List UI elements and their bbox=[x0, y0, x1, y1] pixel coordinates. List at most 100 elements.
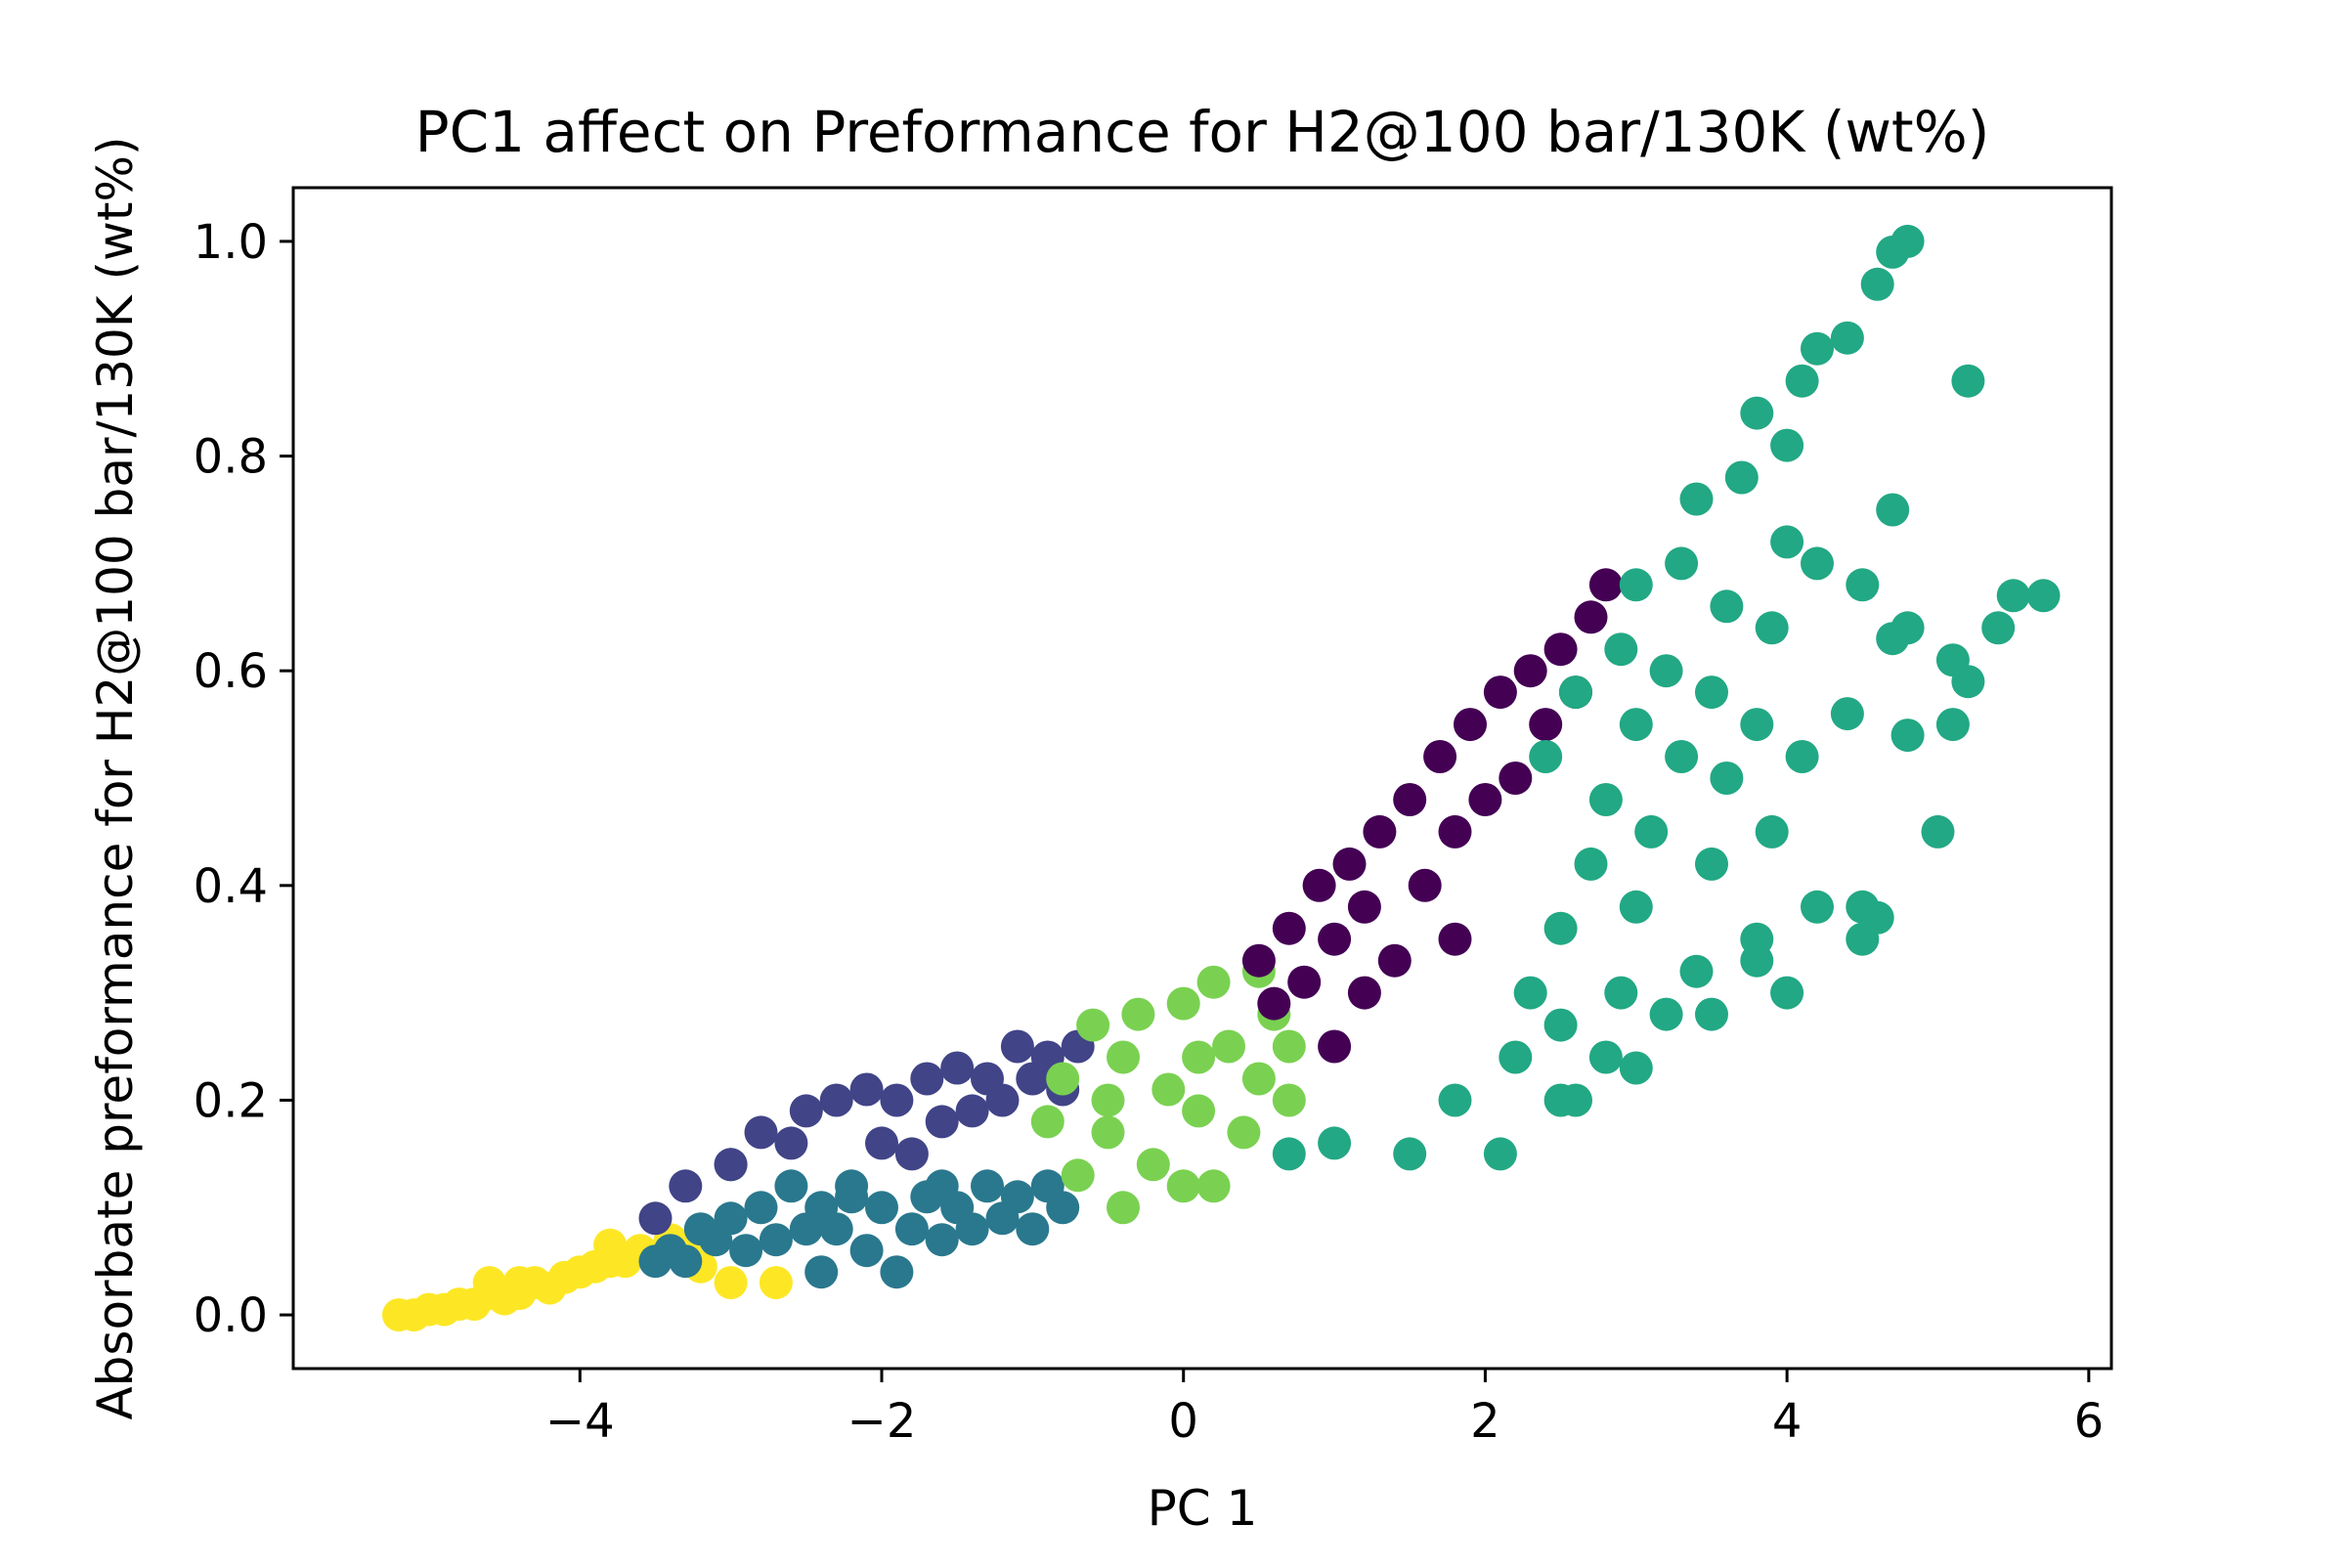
scatter-point bbox=[1438, 922, 1472, 956]
scatter-point bbox=[1076, 1008, 1110, 1042]
y-tick-label: 0.6 bbox=[194, 644, 268, 699]
scatter-point bbox=[880, 1083, 914, 1117]
scatter-point bbox=[1318, 922, 1352, 956]
scatter-point bbox=[1408, 868, 1442, 902]
scatter-point bbox=[1468, 783, 1502, 816]
scatter-point bbox=[940, 1051, 975, 1085]
scatter-point bbox=[1785, 364, 1819, 398]
scatter-point bbox=[1559, 675, 1592, 710]
scatter-point bbox=[1483, 1137, 1517, 1171]
scatter-point bbox=[865, 1126, 898, 1160]
scatter-point bbox=[1574, 600, 1608, 634]
scatter-point bbox=[1046, 1191, 1080, 1225]
scatter-point bbox=[1046, 1062, 1080, 1096]
scatter-point bbox=[894, 1137, 929, 1171]
scatter-point bbox=[1423, 740, 1457, 773]
y-tick-label: 0.0 bbox=[194, 1288, 268, 1343]
scatter-point bbox=[1740, 396, 1774, 430]
scatter-point bbox=[1770, 428, 1804, 462]
scatter-point bbox=[1951, 665, 1985, 699]
scatter-point bbox=[1227, 1115, 1261, 1150]
scatter-point bbox=[1318, 1029, 1352, 1064]
scatter-point bbox=[1801, 331, 1834, 366]
scatter-point bbox=[714, 1201, 748, 1236]
scatter-point bbox=[1740, 943, 1774, 978]
scatter-point bbox=[835, 1169, 869, 1203]
scatter-point bbox=[1619, 708, 1653, 742]
y-tick-label: 0.8 bbox=[194, 430, 268, 485]
scatter-point bbox=[849, 1234, 884, 1268]
scatter-point bbox=[1513, 976, 1547, 1010]
scatter-point bbox=[759, 1266, 793, 1300]
scatter-point bbox=[1770, 525, 1804, 559]
scatter-point bbox=[1377, 943, 1412, 978]
scatter-point bbox=[1091, 1083, 1125, 1117]
scatter-point bbox=[1634, 814, 1669, 849]
scatter-point bbox=[638, 1201, 673, 1236]
scatter-point bbox=[1890, 611, 1925, 645]
scatter-point bbox=[910, 1062, 944, 1096]
scatter-point bbox=[714, 1148, 748, 1182]
scatter-point bbox=[1272, 1137, 1306, 1171]
scatter-point bbox=[1529, 740, 1563, 773]
scatter-point bbox=[1755, 814, 1789, 849]
scatter-point bbox=[819, 1083, 853, 1117]
scatter-point bbox=[1347, 890, 1381, 924]
scatter-point bbox=[1393, 1137, 1427, 1171]
scatter-point bbox=[1695, 997, 1728, 1031]
scatter-point bbox=[1257, 986, 1291, 1021]
y-axis-label: Absorbate preformance for H2@100 bar/130… bbox=[87, 136, 144, 1419]
scatter-point bbox=[1543, 632, 1578, 667]
scatter-point bbox=[1241, 943, 1276, 978]
scatter-point bbox=[1393, 783, 1427, 816]
scatter-point bbox=[1016, 1212, 1050, 1246]
scatter-point bbox=[1543, 1008, 1578, 1042]
scatter-point bbox=[849, 1072, 884, 1107]
scatter-point bbox=[1846, 568, 1880, 602]
scatter-point bbox=[1182, 1094, 1216, 1128]
x-axis-label: PC 1 bbox=[1148, 1480, 1258, 1537]
scatter-point bbox=[1196, 1169, 1231, 1203]
scatter-point bbox=[1363, 814, 1397, 849]
scatter-point bbox=[1588, 783, 1623, 816]
scatter-point bbox=[1543, 911, 1578, 945]
scatter-point bbox=[1513, 654, 1547, 688]
y-tick-label: 0.4 bbox=[194, 859, 268, 914]
scatter-point bbox=[789, 1094, 823, 1128]
scatter-point bbox=[1136, 1148, 1170, 1182]
scatter-point bbox=[1107, 1040, 1140, 1074]
scatter-point bbox=[1196, 965, 1231, 999]
scatter-point bbox=[1107, 1191, 1140, 1225]
scatter-point bbox=[1091, 1115, 1125, 1150]
scatter-point bbox=[1830, 697, 1864, 731]
scatter-point bbox=[1272, 1083, 1306, 1117]
scatter-point bbox=[1166, 1169, 1200, 1203]
scatter-point bbox=[472, 1266, 506, 1300]
axes-frame bbox=[291, 186, 2113, 1371]
scatter-point bbox=[1921, 814, 1955, 849]
scatter-point bbox=[1272, 1029, 1306, 1064]
scatter-point bbox=[744, 1115, 778, 1150]
points-layer bbox=[382, 224, 2061, 1332]
scatter-point bbox=[880, 1255, 914, 1289]
scatter-point bbox=[1619, 1051, 1653, 1085]
scatter-point bbox=[1935, 708, 1970, 742]
scatter-point bbox=[1212, 1029, 1245, 1064]
scatter-point bbox=[744, 1191, 778, 1225]
scatter-point bbox=[1272, 911, 1306, 945]
scatter-point bbox=[1241, 1062, 1276, 1096]
scatter-point bbox=[1649, 997, 1683, 1031]
scatter-point bbox=[819, 1212, 853, 1246]
scatter-point bbox=[894, 1212, 929, 1246]
x-tick-label: 4 bbox=[1772, 1394, 1803, 1449]
scatter-point bbox=[1588, 568, 1623, 602]
scatter-point bbox=[1755, 611, 1789, 645]
scatter-point bbox=[1876, 493, 1910, 527]
y-axis-ticks: 0.0 0.2 0.4 0.6 0.8 1.0 bbox=[194, 215, 293, 1343]
x-tick-label: 0 bbox=[1168, 1394, 1198, 1449]
scatter-point bbox=[1665, 740, 1699, 773]
scatter-point bbox=[1830, 321, 1864, 355]
scatter-point bbox=[1679, 482, 1714, 516]
scatter-point bbox=[925, 1223, 959, 1257]
scatter-point bbox=[925, 1105, 959, 1139]
